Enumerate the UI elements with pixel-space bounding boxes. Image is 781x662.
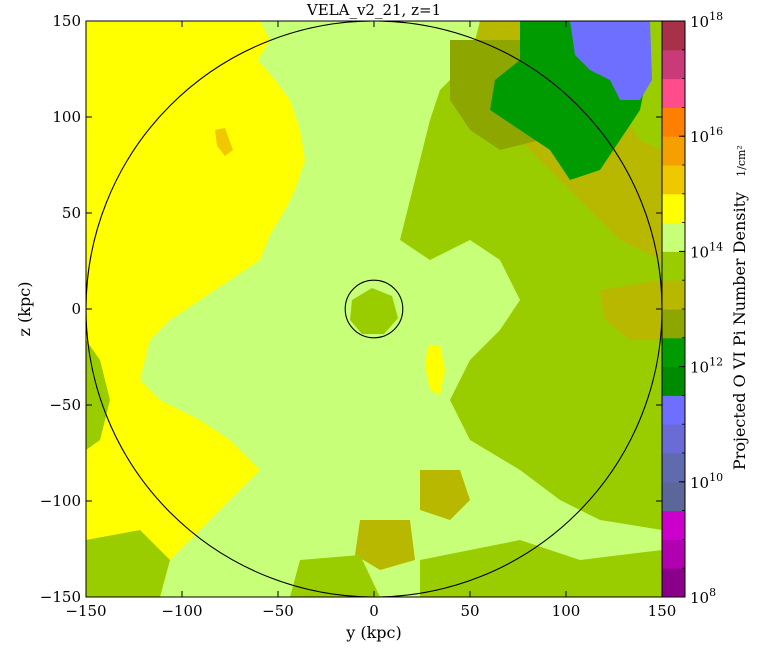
colorbar-bin (662, 251, 685, 281)
colorbar-label: Projected O VI Pi Number Density (730, 192, 749, 470)
colorbar-bin (662, 453, 685, 483)
colorbar-bin (662, 568, 685, 598)
colorbar-tick-label: 1010 (690, 471, 723, 492)
x-axis: −150 −100 −50 0 50 100 150 (65, 21, 676, 620)
green-bottom-band (420, 540, 662, 597)
colorbar-bin (662, 136, 685, 166)
y-tick-label: 0 (71, 300, 81, 318)
blue-patch (570, 21, 652, 100)
colorbar-tick-label: 1012 (690, 356, 723, 377)
olive-patch-bottom (355, 520, 415, 570)
olive-patch-lower (420, 470, 470, 520)
y-tick-label: 150 (52, 12, 81, 30)
orange-speck (215, 128, 233, 156)
colorbar-bin (662, 395, 685, 425)
green-patch-bottom-left (86, 530, 170, 597)
colorbar-bin (662, 424, 685, 454)
x-tick-label: 0 (369, 602, 379, 620)
colorbar-tick-exponent: 18 (709, 10, 723, 23)
colorbar-bin (662, 539, 685, 569)
colorbar-bin (662, 21, 685, 51)
colorbar-tick-label: 1016 (690, 125, 723, 146)
colorbar-tick-label: 1018 (690, 10, 723, 31)
x-tick-label: 50 (460, 602, 479, 620)
colorbar-bin (662, 193, 685, 224)
y-tick-label: −50 (49, 396, 81, 414)
colorbar-bin (662, 309, 685, 339)
x-tick-label: 150 (648, 602, 677, 620)
colorbar-bin (662, 337, 685, 368)
colorbar-bin (662, 107, 685, 137)
colorbar (662, 21, 685, 598)
plot-area (86, 21, 662, 597)
y-axis-label: z (kpc) (15, 282, 34, 337)
chart-title: VELA_v2_21, z=1 (306, 1, 441, 19)
green-patch-bottom-center (290, 555, 380, 597)
x-tick-label: 100 (552, 602, 581, 620)
y-tick-label: −150 (40, 588, 81, 606)
heatmap-texture (86, 21, 662, 597)
colorbar-tick-exponent: 16 (709, 125, 723, 138)
yellow-left-edge (86, 21, 305, 597)
colorbar-label-group: Projected O VI Pi Number Density 1/cm² (730, 145, 749, 470)
colorbar-bin (662, 481, 685, 512)
colorbar-bin (662, 280, 685, 310)
y-tick-label: 50 (62, 204, 81, 222)
yellow-center-streak (425, 345, 445, 395)
colorbar-tick-label: 1014 (690, 240, 723, 261)
colorbar-tick-exponent: 10 (709, 471, 723, 484)
olive-patch-right (600, 280, 662, 340)
colorbar-bin (662, 49, 685, 80)
colorbar-tick-exponent: 12 (709, 356, 723, 369)
colorbar-bin (662, 78, 685, 108)
colorbar-bin (662, 510, 685, 540)
y-tick-label: 100 (52, 108, 81, 126)
colorbar-bin (662, 366, 685, 396)
x-tick-label: −50 (262, 602, 294, 620)
y-tick-label: −100 (40, 492, 81, 510)
colorbar-tick-exponent: 14 (709, 240, 723, 253)
y-axis: −150 −100 −50 0 50 100 150 (40, 12, 662, 606)
colorbar-unit: 1/cm² (735, 145, 748, 177)
colorbar-tick-label: 108 (690, 586, 716, 607)
center-olive-blob (350, 288, 398, 334)
x-tick-label: −100 (161, 602, 202, 620)
colorbar-bin (662, 165, 685, 195)
x-axis-label: y (kpc) (345, 623, 402, 642)
colorbar-bin (662, 222, 685, 252)
inner-galaxy-circle (344, 279, 404, 339)
colorbar-tick-exponent: 8 (709, 586, 716, 599)
x-tick-label: −150 (65, 602, 106, 620)
